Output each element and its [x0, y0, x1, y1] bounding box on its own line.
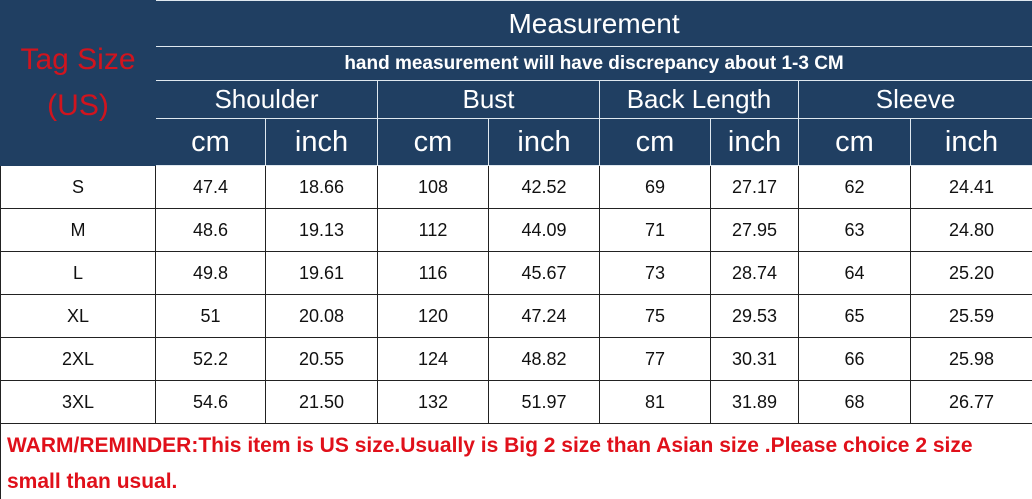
value-cell: 25.59 [909, 294, 1032, 338]
value-cell: 77 [599, 337, 711, 381]
value-cell: 51.97 [488, 380, 600, 424]
value-cell: 45.67 [488, 251, 600, 295]
unit-header: inch [909, 118, 1032, 166]
value-cell: 66 [798, 337, 911, 381]
value-cell: 68 [798, 380, 911, 424]
size-cell: M [0, 208, 156, 252]
reminder-text: WARM/REMINDER:This item is US size.Usual… [0, 423, 1032, 499]
value-cell: 47.24 [488, 294, 600, 338]
tag-size-header: Tag Size (US) [0, 0, 156, 166]
table-row: S 47.4 18.66 108 42.52 69 27.17 62 24.41 [0, 165, 1032, 209]
column-group-header: Bust [377, 80, 600, 119]
value-cell: 132 [377, 380, 489, 424]
value-cell: 112 [377, 208, 489, 252]
table-row: L 49.8 19.61 116 45.67 73 28.74 64 25.20 [0, 251, 1032, 295]
size-cell: 3XL [0, 380, 156, 424]
unit-header: cm [599, 118, 711, 166]
value-cell: 81 [599, 380, 711, 424]
value-cell: 27.17 [710, 165, 799, 209]
size-cell: 2XL [0, 337, 156, 381]
size-cell: XL [0, 294, 156, 338]
value-cell: 124 [377, 337, 489, 381]
unit-header: inch [710, 118, 799, 166]
column-group-header: Sleeve [797, 80, 1032, 119]
value-cell: 120 [377, 294, 489, 338]
value-cell: 63 [798, 208, 911, 252]
value-cell: 20.08 [265, 294, 378, 338]
value-cell: 31.89 [710, 380, 799, 424]
value-cell: 54.6 [155, 380, 266, 424]
table-row: XL 51 20.08 120 47.24 75 29.53 65 25.59 [0, 294, 1032, 338]
value-cell: 48.6 [155, 208, 266, 252]
value-cell: 26.77 [909, 380, 1032, 424]
value-cell: 75 [599, 294, 711, 338]
table-row: 3XL 54.6 21.50 132 51.97 81 31.89 68 26.77 [0, 380, 1032, 424]
value-cell: 24.41 [909, 165, 1032, 209]
value-cell: 51 [155, 294, 266, 338]
value-cell: 21.50 [265, 380, 378, 424]
value-cell: 65 [798, 294, 911, 338]
table-row: M 48.6 19.13 112 44.09 71 27.95 63 24.80 [0, 208, 1032, 252]
unit-header: inch [488, 118, 600, 166]
discrepancy-note: hand measurement will have discrepancy a… [154, 46, 1032, 81]
unit-header: cm [377, 118, 489, 166]
size-cell: L [0, 251, 156, 295]
value-cell: 44.09 [488, 208, 600, 252]
value-cell: 108 [377, 165, 489, 209]
value-cell: 62 [798, 165, 911, 209]
size-cell: S [0, 165, 156, 209]
value-cell: 27.95 [710, 208, 799, 252]
column-group-header: Back Length [599, 80, 799, 119]
column-group-header: Shoulder [155, 80, 378, 119]
value-cell: 20.55 [265, 337, 378, 381]
value-cell: 116 [377, 251, 489, 295]
measurement-title: Measurement [154, 0, 1032, 47]
value-cell: 19.13 [265, 208, 378, 252]
value-cell: 64 [798, 251, 911, 295]
unit-header: cm [798, 118, 911, 166]
value-cell: 48.82 [488, 337, 600, 381]
value-cell: 18.66 [265, 165, 378, 209]
value-cell: 19.61 [265, 251, 378, 295]
value-cell: 49.8 [155, 251, 266, 295]
value-cell: 73 [599, 251, 711, 295]
unit-header: cm [155, 118, 266, 166]
value-cell: 24.80 [909, 208, 1032, 252]
value-cell: 42.52 [488, 165, 600, 209]
value-cell: 47.4 [155, 165, 266, 209]
value-cell: 69 [599, 165, 711, 209]
unit-header: inch [265, 118, 378, 166]
value-cell: 30.31 [710, 337, 799, 381]
value-cell: 25.20 [909, 251, 1032, 295]
value-cell: 25.98 [909, 337, 1032, 381]
value-cell: 71 [599, 208, 711, 252]
value-cell: 52.2 [155, 337, 266, 381]
value-cell: 28.74 [710, 251, 799, 295]
value-cell: 29.53 [710, 294, 799, 338]
table-row: 2XL 52.2 20.55 124 48.82 77 30.31 66 25.98 [0, 337, 1032, 381]
